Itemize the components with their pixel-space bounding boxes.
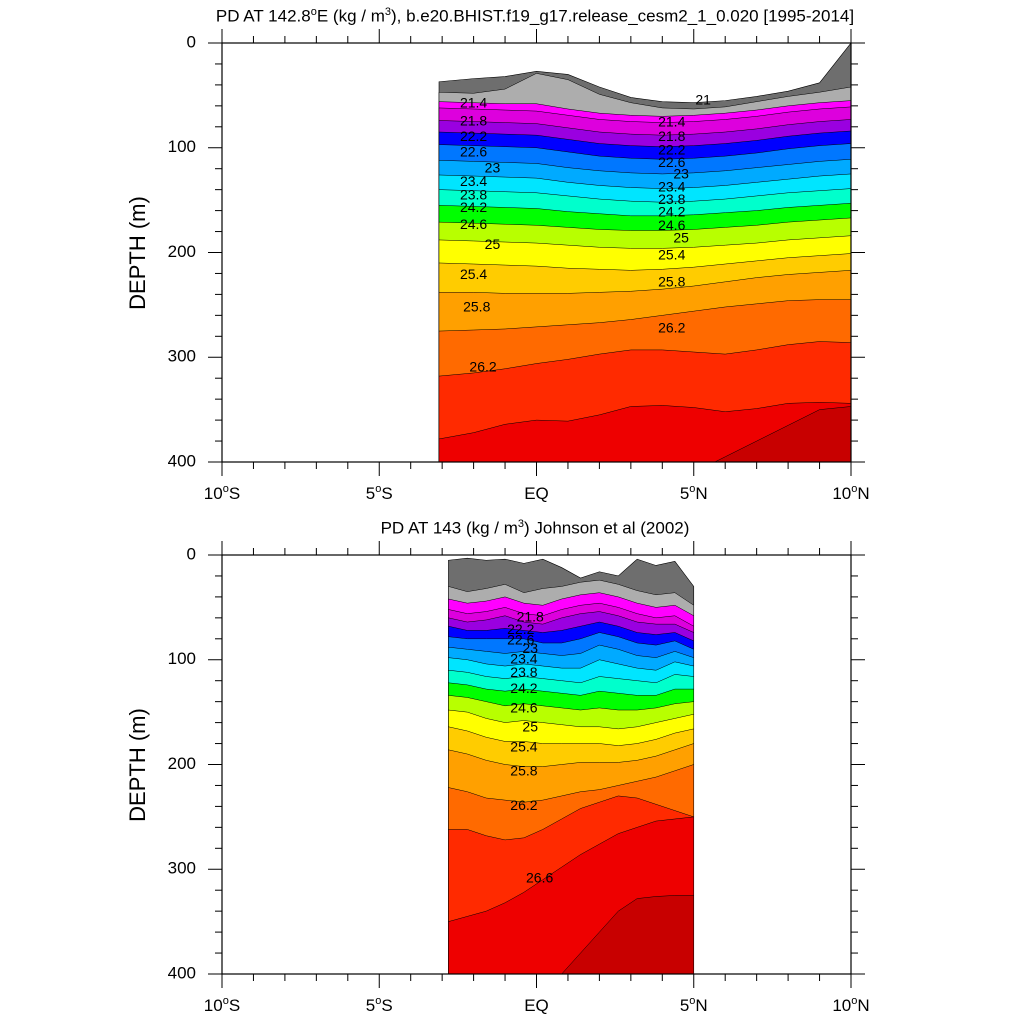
panel-top-pd-142-8e: 21.421.822.222.62323.423.824.224.62525.4… bbox=[168, 29, 870, 503]
x-axis-1: 10oS 5oS EQ 5oN 10oN bbox=[204, 541, 870, 1015]
title-top-sup1: o bbox=[310, 6, 317, 18]
title-top-mid: E (kg / m bbox=[316, 6, 385, 26]
x-tick-label: 10oN bbox=[832, 483, 869, 503]
title-bottom-prefix: PD AT 143 (kg / m bbox=[380, 518, 518, 538]
y-axis-1: 0 100 200 300 400 bbox=[168, 544, 865, 982]
contour-label: 24.6 bbox=[460, 216, 487, 232]
contour-label: 22.2 bbox=[460, 128, 487, 144]
contour-label: 21.8 bbox=[460, 112, 487, 128]
contour-label: 24.2 bbox=[460, 199, 487, 215]
y-tick-label: 200 bbox=[168, 242, 196, 261]
contour-label: 24.2 bbox=[510, 680, 537, 696]
x-tick-label: 5oS bbox=[366, 483, 393, 503]
title-top-suffix: ), b.e20.BHIST.f19_g17.release_cesm2_1_0… bbox=[390, 6, 855, 26]
contour-label: 26.6 bbox=[526, 869, 553, 885]
x-tick-label: 5oS bbox=[366, 995, 393, 1015]
x-axis-0: 10oS 5oS EQ 5oN 10oN bbox=[204, 29, 870, 503]
panel-title-top: PD AT 142.8oE (kg / m3), b.e20.BHIST.f19… bbox=[0, 6, 1024, 27]
contour-label: 23.8 bbox=[460, 187, 487, 203]
y-tick-label: 300 bbox=[168, 347, 196, 366]
contour-label: 21.4 bbox=[460, 94, 487, 110]
contour-label: 23 bbox=[485, 159, 501, 175]
contour-label: 23.4 bbox=[460, 173, 487, 189]
y-tick-label: 0 bbox=[187, 32, 196, 51]
y-tick-label: 400 bbox=[168, 963, 196, 982]
contour-label: 25.8 bbox=[658, 274, 685, 290]
title-bottom-sup1: 3 bbox=[517, 518, 525, 530]
y-tick-label: 0 bbox=[187, 544, 196, 563]
contour-label: 25 bbox=[673, 230, 689, 246]
contour-label: 23 bbox=[522, 640, 538, 656]
contour-label: 26.2 bbox=[658, 320, 685, 336]
contour-label: 23.8 bbox=[510, 664, 537, 680]
contour-fills-1 bbox=[448, 557, 695, 974]
contour-label: 24.6 bbox=[510, 700, 537, 716]
contour-label: 22.6 bbox=[460, 144, 487, 160]
x-tick-label: EQ bbox=[524, 484, 549, 503]
contour-labels-0: 21.421.822.222.62323.423.824.224.62525.4… bbox=[460, 91, 711, 374]
contour-label: 23.4 bbox=[658, 178, 685, 194]
x-tick-label: 5oN bbox=[680, 483, 708, 503]
contour-band-27-4 bbox=[561, 895, 694, 974]
contour-label: 26.2 bbox=[469, 358, 496, 374]
x-tick-label: 5oN bbox=[680, 995, 708, 1015]
contour-label: 25.4 bbox=[510, 738, 537, 754]
contour-label: 21.8 bbox=[517, 609, 544, 625]
y-tick-label: 300 bbox=[168, 859, 196, 878]
x-tick-label: EQ bbox=[524, 996, 549, 1015]
contour-label: 24.2 bbox=[658, 203, 685, 219]
contour-label: 25.8 bbox=[510, 763, 537, 779]
contour-label: 21.4 bbox=[658, 113, 685, 129]
title-bottom-mid: ) Johnson et al (2002) bbox=[524, 518, 690, 538]
x-tick-label: 10oN bbox=[832, 995, 869, 1015]
contour-label: 23.8 bbox=[658, 191, 685, 207]
y-tick-label: 100 bbox=[168, 137, 196, 156]
contour-label: 22.2 bbox=[507, 621, 534, 637]
contour-fills-0 bbox=[438, 43, 851, 462]
contour-label: 21.8 bbox=[658, 128, 685, 144]
y-tick-label: 400 bbox=[168, 451, 196, 470]
contour-label: 26.2 bbox=[510, 797, 537, 813]
contour-label: 24.6 bbox=[658, 217, 685, 233]
contour-label: 22.2 bbox=[658, 142, 685, 158]
contour-band-27-4 bbox=[714, 406, 851, 462]
contour-label: 25.4 bbox=[460, 266, 487, 282]
contour-label: 22.6 bbox=[658, 154, 685, 170]
y-tick-label: 100 bbox=[168, 649, 196, 668]
contour-label: 25.8 bbox=[463, 299, 490, 315]
contour-label: 25 bbox=[522, 719, 538, 735]
contour-label: 23.4 bbox=[510, 650, 537, 666]
title-top-prefix: PD AT 142.8 bbox=[215, 6, 311, 26]
contour-label: 21 bbox=[695, 91, 711, 107]
x-tick-label: 10oS bbox=[204, 995, 240, 1015]
panel-title-bottom: PD AT 143 (kg / m3) Johnson et al (2002) bbox=[0, 518, 1024, 539]
x-tick-label: 10oS bbox=[204, 483, 240, 503]
y-tick-label: 200 bbox=[168, 754, 196, 773]
y-axis-0: 0 100 200 300 400 bbox=[168, 32, 865, 470]
title-top-sup2: 3 bbox=[384, 6, 391, 18]
contour-label: 23 bbox=[673, 166, 689, 182]
contour-label: 25 bbox=[485, 236, 501, 252]
contour-label: 22.6 bbox=[507, 632, 534, 648]
contour-label: 25.4 bbox=[658, 246, 685, 262]
